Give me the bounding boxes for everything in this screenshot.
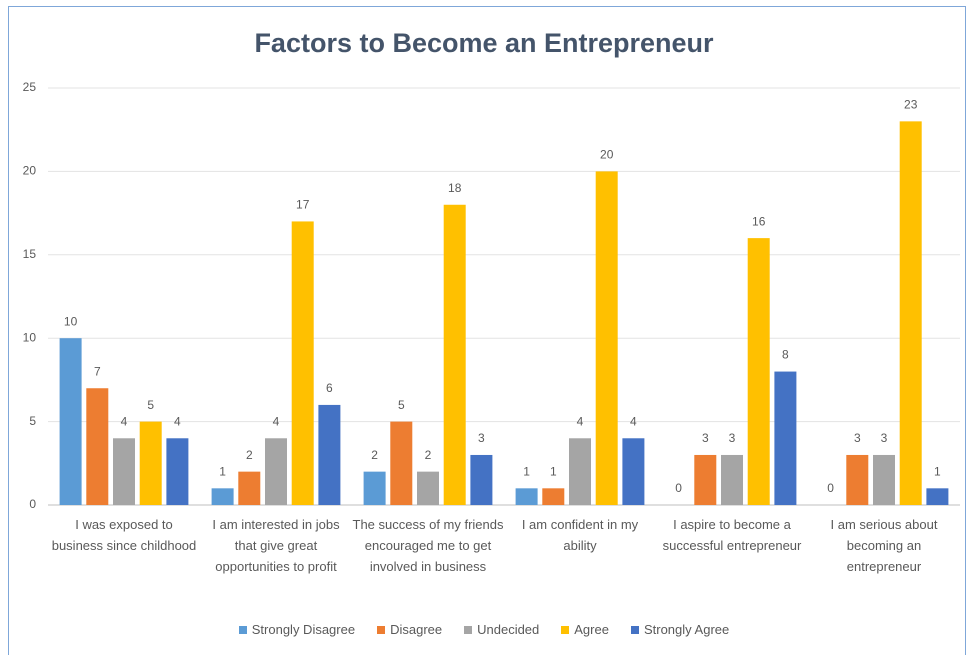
legend-swatch xyxy=(561,625,570,634)
bar xyxy=(363,471,386,505)
chart-title: Factors to Become an Entrepreneur xyxy=(254,28,714,58)
legend-swatch xyxy=(630,625,639,634)
bar xyxy=(238,471,261,505)
data-label: 4 xyxy=(174,414,181,428)
legend-swatch xyxy=(238,625,247,634)
legend-item: Strongly Disagree xyxy=(238,622,356,637)
frame xyxy=(8,6,966,655)
bar xyxy=(86,388,109,505)
legend-label: Strongly Disagree xyxy=(251,622,356,637)
x-tick-label: I am confident in my ability xyxy=(521,517,639,553)
y-tick-label: 20 xyxy=(23,164,37,178)
bar xyxy=(774,371,797,505)
data-label: 2 xyxy=(246,448,253,462)
bar xyxy=(390,421,413,505)
bar xyxy=(59,338,82,505)
legend-label: Undecided xyxy=(477,622,540,637)
data-label: 4 xyxy=(273,414,280,428)
y-tick-label: 15 xyxy=(23,247,37,261)
data-label: 23 xyxy=(904,98,918,112)
legend-label: Agree xyxy=(574,622,609,637)
data-label: 0 xyxy=(827,481,834,495)
data-label: 1 xyxy=(523,464,530,478)
bar xyxy=(721,454,743,505)
data-label: 3 xyxy=(702,431,709,445)
legend-item: Strongly Agree xyxy=(630,622,730,637)
data-label: 4 xyxy=(121,414,128,428)
y-tick-label: 25 xyxy=(23,80,37,94)
y-tick-label: 5 xyxy=(29,414,36,428)
legend-item: Agree xyxy=(561,622,609,637)
y-tick-label: 0 xyxy=(29,497,36,511)
bar xyxy=(595,171,618,505)
bar xyxy=(443,204,466,505)
data-label: 18 xyxy=(448,181,462,195)
data-label: 3 xyxy=(729,431,736,445)
bar xyxy=(515,488,538,505)
legend-item: Undecided xyxy=(464,622,539,637)
data-label: 1 xyxy=(934,464,941,478)
data-label: 6 xyxy=(326,381,333,395)
data-label: 0 xyxy=(675,481,682,495)
bar xyxy=(265,438,287,505)
data-label: 3 xyxy=(478,431,485,445)
data-label: 1 xyxy=(219,464,226,478)
data-label: 4 xyxy=(577,414,584,428)
legend: Strongly Disagree Disagree Undecided Agree S… xyxy=(0,622,968,637)
data-label: 20 xyxy=(600,148,614,162)
data-label: 5 xyxy=(398,398,405,412)
bar xyxy=(542,488,565,505)
data-label: 16 xyxy=(752,214,766,228)
legend-swatch xyxy=(377,625,386,634)
x-tick-label: The success of my friends encouraged me … xyxy=(352,517,504,574)
bar xyxy=(747,238,770,505)
bar xyxy=(417,471,439,505)
data-label: 10 xyxy=(64,314,78,328)
data-label: 5 xyxy=(147,398,154,412)
legend-item: Disagree xyxy=(377,622,442,637)
bar xyxy=(926,488,949,505)
bar xyxy=(470,454,493,505)
bar xyxy=(873,454,895,505)
legend-label: Disagree xyxy=(390,622,443,637)
legend-swatch xyxy=(464,625,473,634)
data-label: 7 xyxy=(94,364,101,378)
data-label: 1 xyxy=(550,464,557,478)
legend-label: Strongly Agree xyxy=(643,622,730,637)
bar xyxy=(139,421,162,505)
x-tick-label: I am serious about becoming an entrepren… xyxy=(830,517,938,574)
y-tick-label: 10 xyxy=(23,330,37,344)
data-label: 17 xyxy=(296,198,310,212)
bar xyxy=(318,404,341,505)
x-tick-label: I aspire to become a successful entrepre… xyxy=(662,517,802,553)
bar xyxy=(569,438,591,505)
bar xyxy=(694,454,717,505)
data-label: 2 xyxy=(425,448,432,462)
bar xyxy=(166,438,189,505)
data-label: 3 xyxy=(854,431,861,445)
bar xyxy=(113,438,135,505)
data-label: 4 xyxy=(630,414,637,428)
bar xyxy=(899,121,922,506)
data-label: 8 xyxy=(782,348,789,362)
x-tick-label: I was exposed to business since childhoo… xyxy=(51,517,197,553)
bar xyxy=(291,221,314,505)
bar xyxy=(211,488,234,505)
bar xyxy=(622,438,645,505)
x-tick-label: I am interested in jobs that give great … xyxy=(212,517,340,574)
data-label: 2 xyxy=(371,448,378,462)
data-label: 3 xyxy=(881,431,888,445)
bar xyxy=(846,454,869,505)
